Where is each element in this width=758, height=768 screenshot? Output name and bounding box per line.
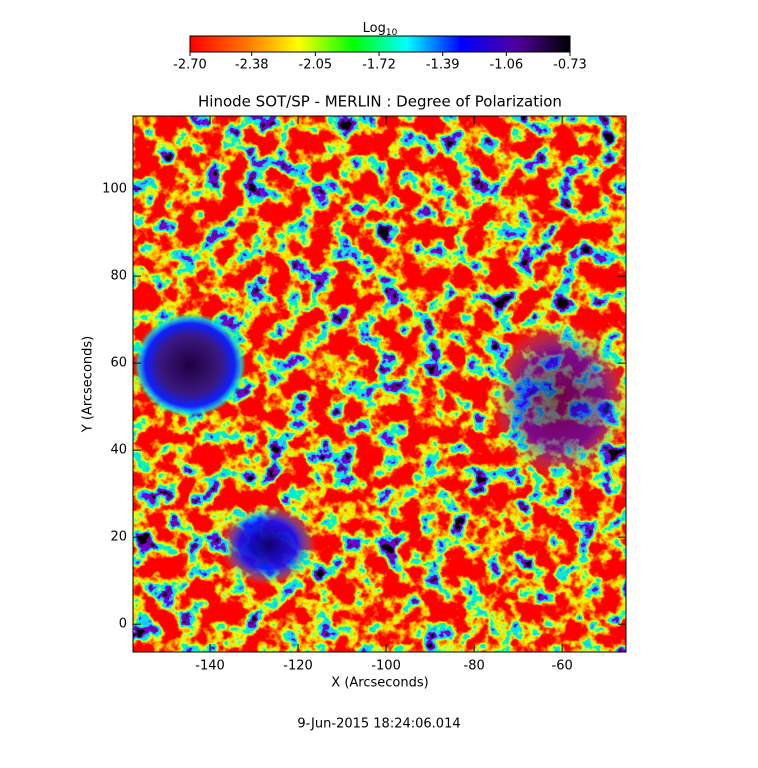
colorbar-tick-label: -0.73 bbox=[553, 58, 587, 73]
colorbar-tick-label: -2.38 bbox=[235, 58, 269, 73]
map bbox=[133, 116, 626, 652]
x-tick-label: -120 bbox=[283, 659, 313, 674]
x-axis-label: X (Arcseconds) bbox=[331, 676, 428, 691]
sunspot bbox=[134, 313, 246, 417]
colorbar-tick-label: -1.72 bbox=[362, 58, 396, 73]
colorbar bbox=[189, 35, 571, 53]
y-tick-label: 60 bbox=[110, 356, 127, 371]
colorbar-tick-label: -2.05 bbox=[299, 58, 333, 73]
y-axis-label: Y (Arcseconds) bbox=[81, 336, 96, 433]
x-tick-label: -140 bbox=[195, 659, 225, 674]
colorbar-tick-label: -2.70 bbox=[173, 58, 207, 73]
colorbar-label: Log10 bbox=[363, 21, 398, 38]
x-tick-label: -60 bbox=[552, 659, 573, 674]
x-tick-label: -100 bbox=[371, 659, 401, 674]
y-tick-label: 20 bbox=[110, 530, 127, 545]
pore bbox=[220, 505, 316, 585]
chart-title: Hinode SOT/SP - MERLIN : Degree of Polar… bbox=[198, 93, 562, 111]
colorbar-label-base: Log bbox=[363, 21, 386, 36]
colorbar-tick-label: -1.06 bbox=[490, 58, 524, 73]
plot-frame bbox=[132, 115, 627, 653]
x-tick-label: -80 bbox=[464, 659, 485, 674]
y-tick-label: 0 bbox=[119, 617, 127, 632]
footer: 9-Jun-2015 18:24:06.014 bbox=[297, 717, 460, 732]
y-tick-label: 80 bbox=[110, 269, 127, 284]
pore bbox=[490, 320, 626, 480]
colorbar-label-sub: 10 bbox=[386, 28, 398, 38]
y-tick-label: 40 bbox=[110, 443, 127, 458]
y-tick-label: 100 bbox=[102, 182, 127, 197]
colorbar-tick-label: -1.39 bbox=[426, 58, 460, 73]
